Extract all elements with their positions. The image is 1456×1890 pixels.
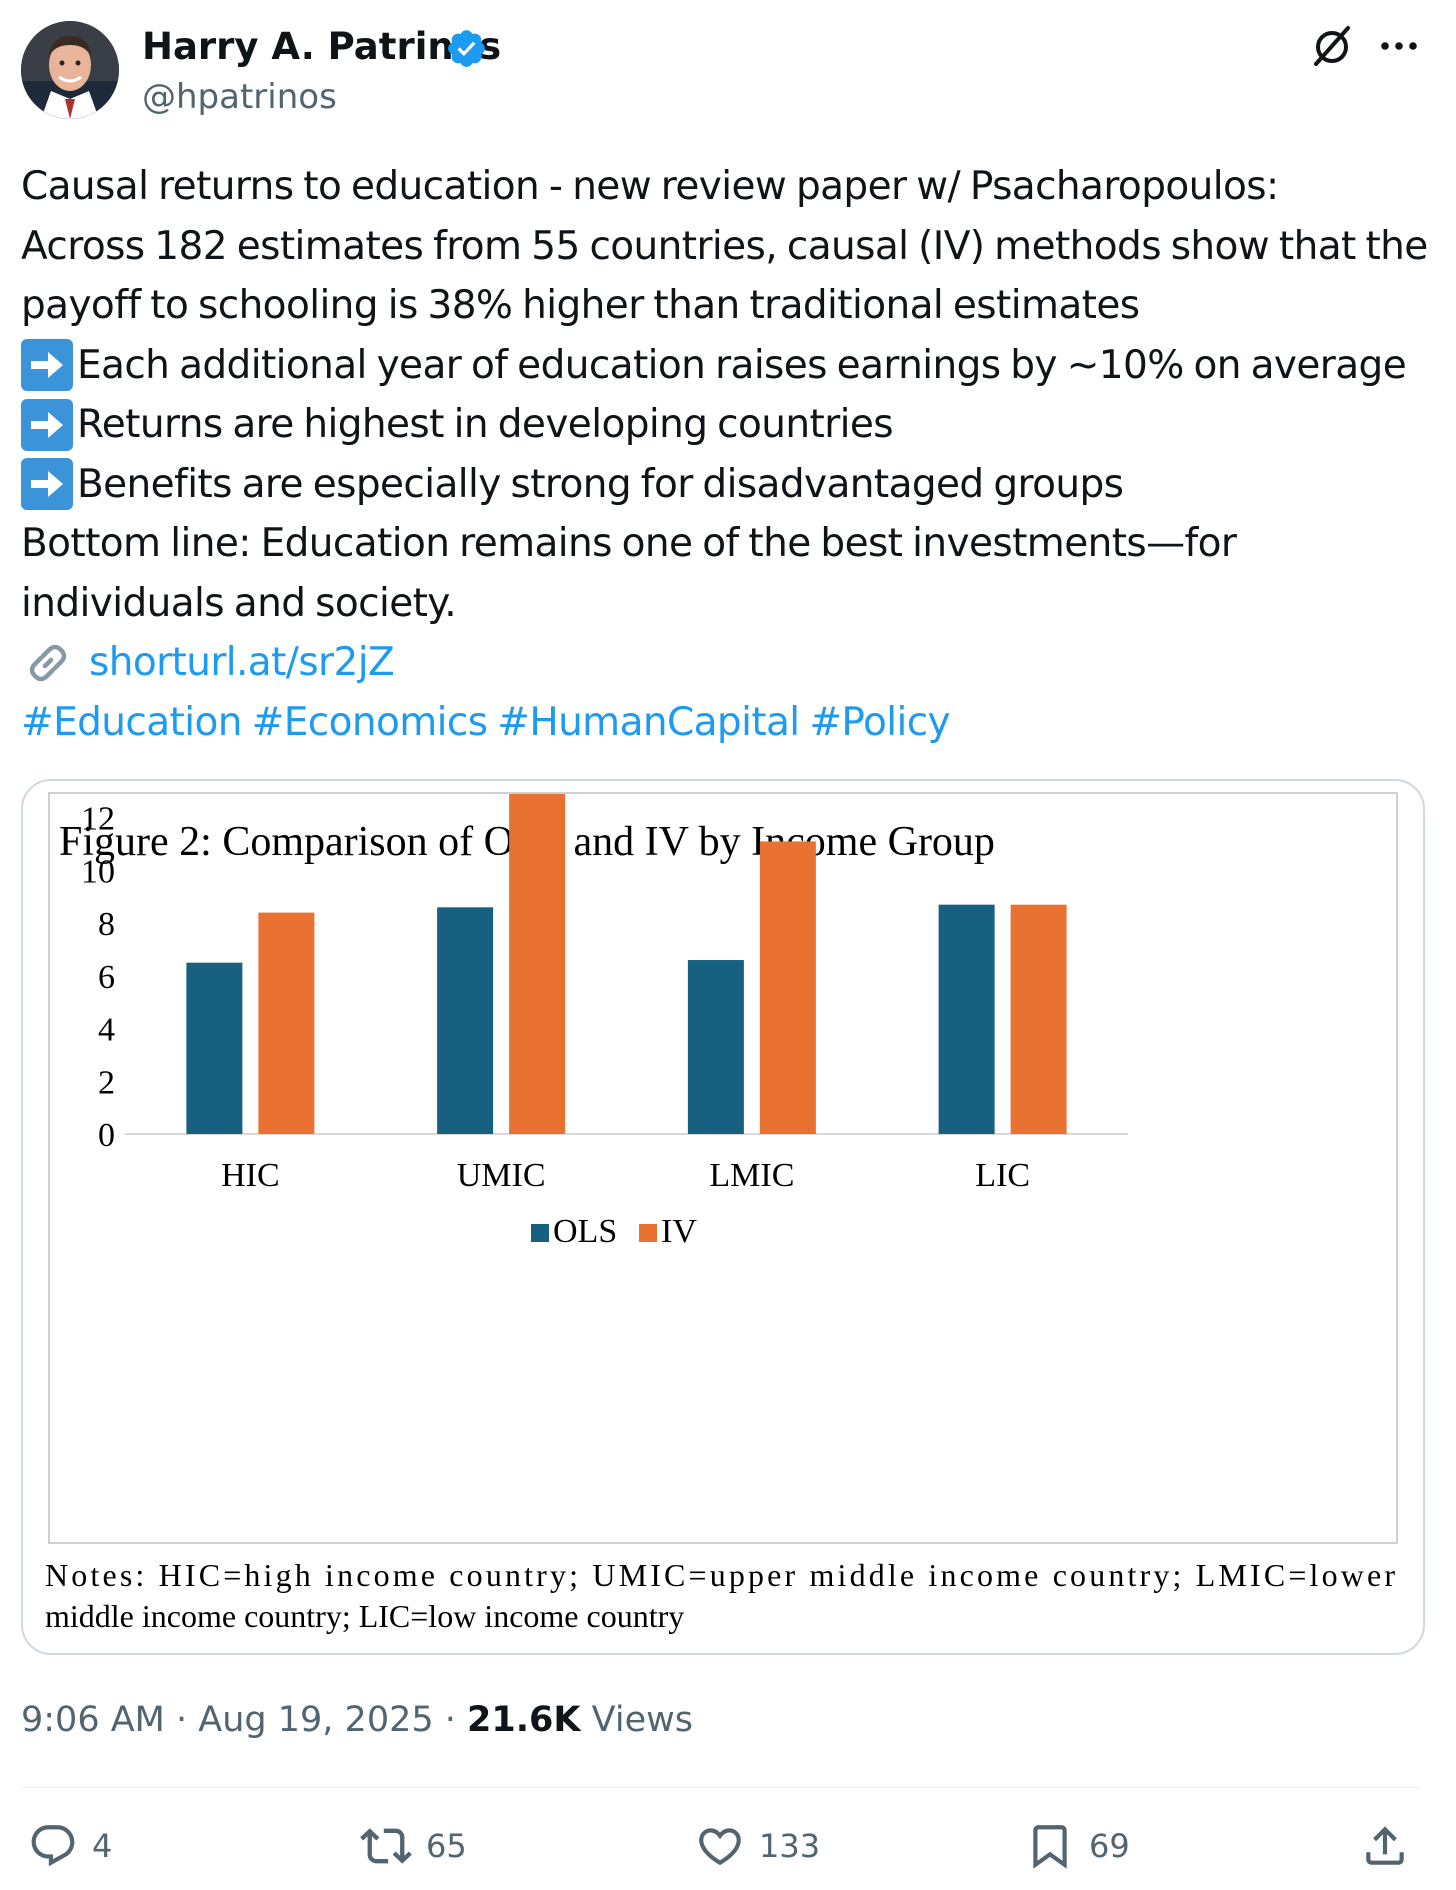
bar-iv-umic: [509, 793, 566, 1134]
grok-icon[interactable]: [1310, 24, 1354, 68]
tweet-date[interactable]: Aug 19, 2025: [198, 1700, 434, 1740]
reply-count: 4: [92, 1827, 113, 1865]
reply-button[interactable]: 4: [28, 1821, 112, 1871]
y-tick-label: 2: [98, 1064, 115, 1101]
bookmark-count: 69: [1089, 1827, 1130, 1865]
hashtag-policy[interactable]: #Policy: [809, 699, 951, 745]
link-icon: [29, 644, 67, 681]
verified-badge-icon[interactable]: [445, 27, 488, 70]
separator: ·: [176, 1700, 188, 1740]
right-arrow-icon: [21, 339, 73, 392]
bar-ols-lic: [938, 904, 995, 1134]
display-name[interactable]: Harry A. Patrinos: [142, 25, 502, 68]
like-button[interactable]: 133: [695, 1821, 820, 1871]
bar-iv-lic: [1010, 904, 1067, 1134]
tweet-line-text: Each additional year of education raises…: [77, 342, 1407, 388]
bar-chart: Figure 2: Comparison of OLS and IV by In…: [45, 781, 1398, 1634]
y-tick-label: 6: [98, 959, 115, 996]
bar-ols-umic: [437, 907, 494, 1134]
bookmark-icon: [1033, 1825, 1067, 1869]
hashtag-economics[interactable]: #Economics: [251, 699, 488, 745]
hashtag-row: #Education #Economics #HumanCapital #Pol…: [21, 693, 1441, 753]
y-axis-ticks: 0 2 4 6 8 10 12 14: [81, 781, 115, 1154]
x-axis-labels: HIC UMIC LMIC LIC: [221, 1157, 1030, 1194]
tweet-timestamp: 9:06 AM · Aug 19, 2025 · 21.6K Views: [21, 1697, 693, 1743]
repost-button[interactable]: 65: [360, 1821, 467, 1871]
legend-label-iv: IV: [661, 1213, 697, 1250]
bar-iv-lmic: [759, 841, 816, 1134]
chart-notes-line-2: middle income country; LIC=low income co…: [45, 1598, 684, 1634]
like-count: 133: [759, 1827, 821, 1865]
tweet-text: Causal returns to education - new review…: [21, 157, 1441, 752]
tweet-line: shorturl.at/sr2jZ: [21, 633, 1441, 693]
legend-swatch-ols: [531, 1224, 549, 1242]
tweet-line: payoff to schooling is 38% higher than t…: [21, 276, 1441, 336]
y-tick-label: 0: [98, 1117, 115, 1154]
bar-ols-hic: [186, 962, 243, 1134]
avatar-image: [21, 21, 119, 119]
tweet-line: Returns are highest in developing countr…: [21, 395, 1441, 455]
author-handle[interactable]: @hpatrinos: [142, 77, 337, 117]
chart-notes-line-1: Notes: HIC=high income country; UMIC=upp…: [45, 1557, 1395, 1593]
divider: [21, 1787, 1421, 1788]
tweet-line-text: Causal returns to education - new review…: [21, 164, 1279, 209]
tweet-time[interactable]: 9:06 AM: [21, 1700, 165, 1740]
tweet-line-text: Returns are highest in developing countr…: [77, 402, 894, 447]
share-icon: [1366, 1826, 1404, 1865]
tweet-line: Each additional year of education raises…: [21, 336, 1441, 396]
x-tick-label: LMIC: [709, 1157, 794, 1194]
bar-iv-hic: [258, 912, 315, 1134]
bars: [186, 793, 1067, 1134]
y-tick-label: 4: [98, 1012, 115, 1049]
legend-swatch-iv: [639, 1224, 657, 1242]
y-tick-label: 8: [98, 906, 115, 943]
bar-ols-lmic: [687, 960, 744, 1134]
y-tick-label: 14: [81, 781, 115, 785]
heart-icon: [699, 1828, 741, 1866]
repost-icon: [360, 1828, 412, 1864]
x-tick-label: UMIC: [457, 1157, 546, 1194]
x-tick-label: HIC: [221, 1157, 280, 1194]
tweet-line-text: Bottom line: Education remains one of th…: [21, 521, 1237, 566]
tweet-line: Bottom line: Education remains one of th…: [21, 514, 1441, 574]
right-arrow-icon: [21, 398, 73, 451]
avatar[interactable]: [21, 21, 119, 119]
views-label: Views: [591, 1700, 693, 1740]
media-card[interactable]: Figure 2: Comparison of OLS and IV by In…: [21, 779, 1425, 1655]
y-tick-label: 10: [81, 853, 115, 890]
tweet-line-text: Benefits are especially strong for disad…: [77, 461, 1124, 507]
repost-count: 65: [426, 1827, 467, 1865]
tweet-line: Across 182 estimates from 55 countries, …: [21, 217, 1441, 277]
views-count: 21.6K: [467, 1700, 581, 1740]
tweet-line-text: payoff to schooling is 38% higher than t…: [21, 283, 1140, 328]
share-button[interactable]: [1360, 1821, 1424, 1871]
tweet-line-text: Across 182 estimates from 55 countries, …: [21, 223, 1428, 269]
tweet-line: Benefits are especially strong for disad…: [21, 455, 1441, 515]
hashtag-humancapital[interactable]: #HumanCapital: [497, 699, 800, 745]
x-tick-label: LIC: [975, 1157, 1030, 1194]
y-tick-label: 12: [81, 801, 115, 838]
tweet-line-text: individuals and society.: [21, 580, 457, 626]
tweet-link[interactable]: shorturl.at/sr2jZ: [89, 640, 395, 685]
chart-legend: OLS IV: [531, 1213, 697, 1250]
bookmark-button[interactable]: 69: [1025, 1821, 1130, 1871]
reply-icon: [31, 1825, 75, 1867]
right-arrow-icon: [21, 458, 73, 511]
more-options-icon[interactable]: [1377, 26, 1421, 66]
separator: ·: [444, 1700, 456, 1740]
tweet-line: individuals and society.: [21, 574, 1441, 634]
hashtag-education[interactable]: #Education: [21, 699, 242, 745]
legend-label-ols: OLS: [553, 1213, 617, 1250]
tweet-line: Causal returns to education - new review…: [21, 157, 1441, 217]
